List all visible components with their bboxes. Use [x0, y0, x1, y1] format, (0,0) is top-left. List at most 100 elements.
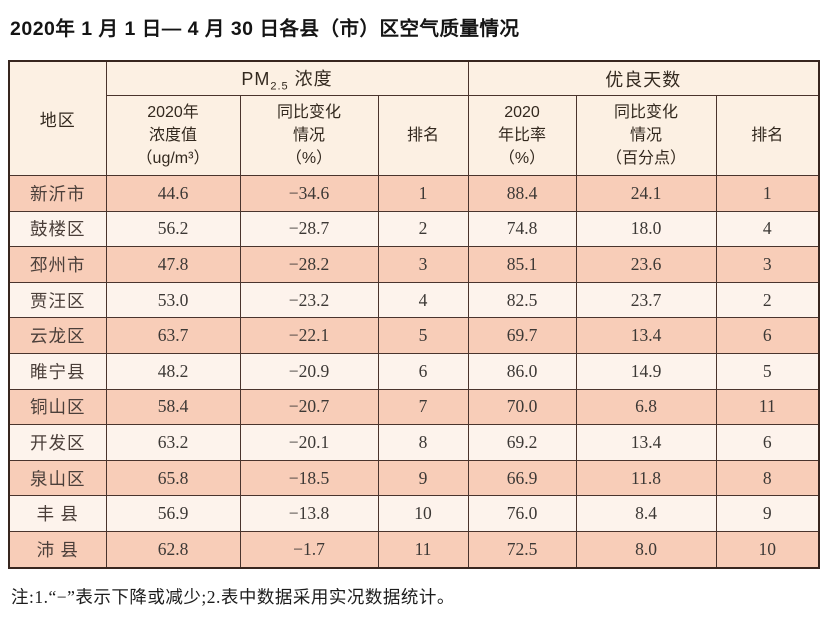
goodday-change-cell: 8.4: [575, 495, 717, 532]
goodday-change-cell: 13.4: [575, 424, 717, 461]
region-cell: 新沂市: [8, 175, 107, 212]
group-header-row: 地区 PM2.5 浓度 优良天数: [8, 60, 820, 176]
region-cell: 鼓楼区: [8, 210, 107, 248]
pm-value-cell: 47.8: [105, 246, 241, 283]
goodday-change-cell: 8.0: [575, 530, 717, 569]
pm-value-cell: 63.2: [105, 424, 241, 461]
region-cell: 睢宁县: [8, 352, 107, 390]
goodday-rank-cell: 6: [715, 317, 820, 354]
region-cell: 开发区: [8, 424, 107, 461]
column-group-good-days: 优良天数: [467, 60, 820, 96]
pm25-label-prefix: PM: [241, 68, 271, 89]
pm-value-cell: 44.6: [105, 175, 241, 212]
table-body: 新沂市 44.6 −34.6 1 88.4 24.1 1 鼓楼区 56.2 −28.7 2 74.8 1…: [8, 175, 820, 569]
region-cell: 贾汪区: [8, 281, 107, 319]
pm-change-cell: −1.7: [239, 530, 379, 569]
goodday-rank-cell: 5: [715, 352, 820, 390]
goodday-ratio-cell: 88.4: [467, 175, 577, 212]
sub-header-row: 2020年 浓度值 （ug/m³） 同比变化 情况 （%） 排名 2020 年比…: [9, 95, 820, 176]
column-header-pm-value: 2020年 浓度值 （ug/m³）: [105, 95, 241, 176]
goodday-rank-cell: 4: [715, 210, 820, 248]
pm-value-cell: 58.4: [105, 388, 241, 426]
goodday-change-cell: 14.9: [575, 352, 717, 390]
goodday-change-cell: 13.4: [575, 317, 717, 354]
goodday-rank-cell: 2: [715, 281, 820, 319]
pm-value-cell: 56.9: [105, 495, 241, 532]
column-header-pm-change: 同比变化 情况 （%）: [239, 95, 379, 176]
table-row: 铜山区 58.4 −20.7 7 70.0 6.8 11: [8, 388, 820, 426]
column-header-region: 地区: [8, 60, 107, 176]
table-row: 开发区 63.2 −20.1 8 69.2 13.4 6: [8, 424, 820, 461]
pm-change-cell: −13.8: [239, 495, 379, 532]
region-cell: 丰 县: [8, 495, 107, 532]
goodday-rank-cell: 11: [715, 388, 820, 426]
pm-value-cell: 65.8: [105, 459, 241, 497]
pm25-label-suffix: 浓度: [288, 68, 333, 89]
pm-value-cell: 53.0: [105, 281, 241, 319]
goodday-change-cell: 11.8: [575, 459, 717, 497]
goodday-rank-cell: 3: [715, 246, 820, 283]
footnote: 注:1.“−”表示下降或减少;2.表中数据采用实况数据统计。: [11, 586, 455, 607]
goodday-change-cell: 23.6: [575, 246, 717, 283]
goodday-change-cell: 18.0: [575, 210, 717, 248]
goodday-ratio-cell: 72.5: [467, 530, 577, 569]
goodday-ratio-cell: 85.1: [467, 246, 577, 283]
goodday-ratio-cell: 70.0: [467, 388, 577, 426]
column-header-goodday-ratio: 2020 年比率 （%）: [467, 95, 577, 176]
goodday-rank-cell: 1: [715, 175, 820, 212]
pm-change-cell: −23.2: [239, 281, 379, 319]
region-cell: 云龙区: [8, 317, 107, 354]
goodday-change-cell: 23.7: [575, 281, 717, 319]
pm-rank-cell: 11: [377, 530, 469, 569]
pm-value-cell: 63.7: [105, 317, 241, 354]
table-row: 云龙区 63.7 −22.1 5 69.7 13.4 6: [8, 317, 820, 354]
column-header-goodday-change: 同比变化 情况 （百分点）: [575, 95, 717, 176]
goodday-ratio-cell: 82.5: [467, 281, 577, 319]
column-header-pm-rank: 排名: [377, 95, 469, 176]
pm-value-cell: 48.2: [105, 352, 241, 390]
goodday-ratio-cell: 69.2: [467, 424, 577, 461]
pm-change-cell: −20.7: [239, 388, 379, 426]
pm-rank-cell: 9: [377, 459, 469, 497]
goodday-ratio-cell: 66.9: [467, 459, 577, 497]
table-row: 新沂市 44.6 −34.6 1 88.4 24.1 1: [8, 175, 820, 212]
goodday-ratio-cell: 86.0: [467, 352, 577, 390]
page-title: 2020年 1 月 1 日— 4 月 30 日各县（市）区空气质量情况: [10, 18, 520, 40]
table-row: 贾汪区 53.0 −23.2 4 82.5 23.7 2: [8, 281, 820, 319]
region-cell: 泉山区: [8, 459, 107, 497]
pm-rank-cell: 4: [377, 281, 469, 319]
pm-change-cell: −34.6: [239, 175, 379, 212]
pm-rank-cell: 10: [377, 495, 469, 532]
pm-rank-cell: 5: [377, 317, 469, 354]
pm-rank-cell: 1: [377, 175, 469, 212]
column-header-goodday-rank: 排名: [715, 95, 820, 176]
pm-change-cell: −28.2: [239, 246, 379, 283]
goodday-rank-cell: 9: [715, 495, 820, 532]
column-group-pm25: PM2.5 浓度: [105, 60, 469, 96]
goodday-rank-cell: 8: [715, 459, 820, 497]
pm-rank-cell: 8: [377, 424, 469, 461]
pm-change-cell: −22.1: [239, 317, 379, 354]
pm-rank-cell: 3: [377, 246, 469, 283]
pm-change-cell: −20.9: [239, 352, 379, 390]
goodday-ratio-cell: 76.0: [467, 495, 577, 532]
pm-change-cell: −20.1: [239, 424, 379, 461]
pm-rank-cell: 7: [377, 388, 469, 426]
region-cell: 沛 县: [8, 530, 107, 569]
region-cell: 邳州市: [8, 246, 107, 283]
goodday-rank-cell: 10: [715, 530, 820, 569]
pm-rank-cell: 6: [377, 352, 469, 390]
pm-change-cell: −28.7: [239, 210, 379, 248]
table-row: 邳州市 47.8 −28.2 3 85.1 23.6 3: [8, 246, 820, 283]
goodday-change-cell: 6.8: [575, 388, 717, 426]
goodday-rank-cell: 6: [715, 424, 820, 461]
region-cell: 铜山区: [8, 388, 107, 426]
table-row: 沛 县 62.8 −1.7 11 72.5 8.0 10: [8, 530, 820, 569]
goodday-ratio-cell: 74.8: [467, 210, 577, 248]
air-quality-table: 地区 PM2.5 浓度 优良天数 2020年 浓度值 （ug/m³） 同比变化 …: [8, 60, 821, 569]
table-row: 睢宁县 48.2 −20.9 6 86.0 14.9 5: [8, 352, 820, 390]
pm-change-cell: −18.5: [239, 459, 379, 497]
table-row: 泉山区 65.8 −18.5 9 66.9 11.8 8: [8, 459, 820, 497]
pm-rank-cell: 2: [377, 210, 469, 248]
